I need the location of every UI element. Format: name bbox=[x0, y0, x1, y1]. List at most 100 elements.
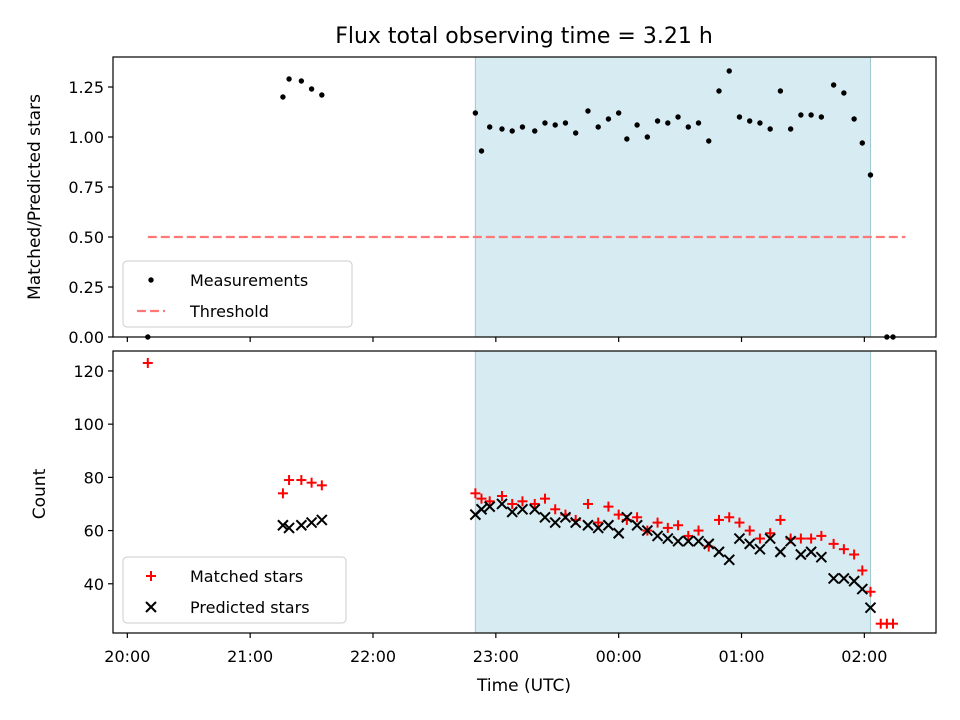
matched-star-point bbox=[816, 530, 827, 541]
matched-star-point bbox=[296, 475, 307, 486]
x-stroke bbox=[703, 538, 715, 550]
measurement-point bbox=[787, 126, 794, 132]
predicted-star-point bbox=[856, 583, 869, 595]
x-stroke bbox=[795, 548, 807, 561]
measurement-point bbox=[499, 126, 505, 132]
x-stroke bbox=[733, 532, 746, 545]
predicted-star-point bbox=[827, 572, 840, 585]
measurement-point bbox=[605, 116, 612, 122]
axes-frame bbox=[112, 350, 937, 634]
matched-star-point bbox=[316, 480, 327, 491]
predicted-star-point bbox=[549, 516, 561, 529]
matched-star-point bbox=[284, 475, 295, 486]
x-stroke bbox=[631, 519, 643, 531]
y-tick-label: 120 bbox=[73, 362, 104, 381]
x-tick-label: 20:00 bbox=[104, 647, 150, 666]
measurement-point bbox=[478, 148, 485, 154]
measurement-point bbox=[280, 94, 286, 100]
measurement-point bbox=[519, 124, 526, 130]
x-stroke bbox=[856, 583, 869, 595]
x-stroke bbox=[582, 519, 594, 531]
predicted-star-point bbox=[651, 530, 664, 542]
x-stroke bbox=[805, 546, 817, 558]
measurement-point bbox=[830, 82, 837, 88]
matched-star-point bbox=[713, 514, 724, 525]
measurement-point bbox=[706, 138, 712, 144]
predicted-star-point bbox=[569, 516, 582, 529]
legend-marker-predicted bbox=[145, 601, 157, 613]
x-tick-label: 02:00 bbox=[841, 647, 887, 666]
measurement-point bbox=[808, 112, 814, 118]
x-stroke bbox=[475, 503, 488, 515]
predicted-star-point bbox=[703, 538, 715, 550]
measurement-point bbox=[532, 128, 538, 134]
measurement-point bbox=[818, 114, 825, 120]
x-stroke bbox=[672, 535, 684, 547]
matched-star-point bbox=[470, 488, 481, 499]
predicted-star-point bbox=[592, 522, 604, 534]
measurement-point bbox=[644, 134, 651, 140]
chart-title: Flux total observing time = 3.21 h bbox=[335, 24, 713, 49]
predicted-star-point bbox=[733, 532, 746, 545]
matched-star-point bbox=[652, 517, 663, 528]
measurement-point bbox=[798, 112, 804, 118]
matched-star-point bbox=[550, 504, 561, 515]
x-tick-label: 22:00 bbox=[350, 647, 396, 666]
measurement-point bbox=[552, 122, 558, 128]
predicted-star-point bbox=[672, 535, 684, 547]
x-stroke bbox=[559, 511, 572, 523]
axes-frame bbox=[112, 56, 937, 338]
predicted-star-point bbox=[621, 511, 633, 523]
predicted-star-point bbox=[784, 535, 797, 547]
x-stroke bbox=[641, 524, 654, 537]
predicted-star-point bbox=[305, 516, 318, 529]
predicted-star-point bbox=[713, 546, 725, 558]
measurement-point bbox=[654, 118, 661, 124]
top-y-axis-label: Matched/Predicted stars bbox=[25, 94, 45, 300]
matched-star-point bbox=[582, 498, 593, 509]
x-stroke bbox=[723, 554, 735, 566]
matched-star-point bbox=[838, 544, 849, 555]
measurement-point bbox=[595, 124, 601, 130]
measurement-point bbox=[665, 120, 671, 126]
measurement-point bbox=[472, 110, 479, 116]
predicted-star-point bbox=[795, 548, 807, 561]
matched-star-point bbox=[734, 517, 745, 528]
shaded-interval bbox=[475, 351, 871, 633]
measurement-point bbox=[675, 114, 681, 120]
predicted-star-point bbox=[692, 535, 705, 547]
x-stroke bbox=[549, 516, 561, 529]
x-stroke bbox=[516, 503, 529, 515]
matched-star-point bbox=[775, 514, 786, 525]
measurement-point bbox=[726, 68, 732, 74]
legend-box bbox=[122, 260, 353, 328]
x-stroke bbox=[754, 543, 766, 555]
predicted-star-point bbox=[764, 532, 776, 545]
predicted-star-point bbox=[277, 519, 289, 531]
measurement-point bbox=[736, 114, 743, 120]
x-stroke bbox=[682, 535, 694, 547]
predicted-star-point bbox=[539, 511, 551, 523]
x-stroke bbox=[692, 535, 705, 547]
matched-star-point bbox=[765, 528, 776, 539]
x-stroke bbox=[827, 572, 840, 585]
legend-box bbox=[122, 556, 347, 624]
x-tick-label: 01:00 bbox=[718, 647, 764, 666]
measurement-point bbox=[585, 108, 591, 114]
matched-star-point bbox=[795, 533, 806, 544]
predicted-star-point bbox=[316, 514, 328, 526]
y-tick-label: 1.25 bbox=[68, 78, 104, 97]
measurement-point bbox=[867, 172, 874, 178]
x-stroke bbox=[774, 546, 787, 558]
matched-star-point bbox=[632, 512, 643, 523]
matched-star-point bbox=[754, 533, 765, 544]
x-stroke bbox=[612, 527, 625, 539]
matched-star-point bbox=[507, 498, 518, 509]
predicted-star-point bbox=[682, 535, 694, 547]
x-tick-label: 23:00 bbox=[473, 647, 519, 666]
x-stroke bbox=[277, 519, 289, 531]
predicted-star-point bbox=[662, 532, 674, 545]
measurement-point bbox=[851, 116, 857, 122]
x-stroke bbox=[864, 602, 877, 614]
